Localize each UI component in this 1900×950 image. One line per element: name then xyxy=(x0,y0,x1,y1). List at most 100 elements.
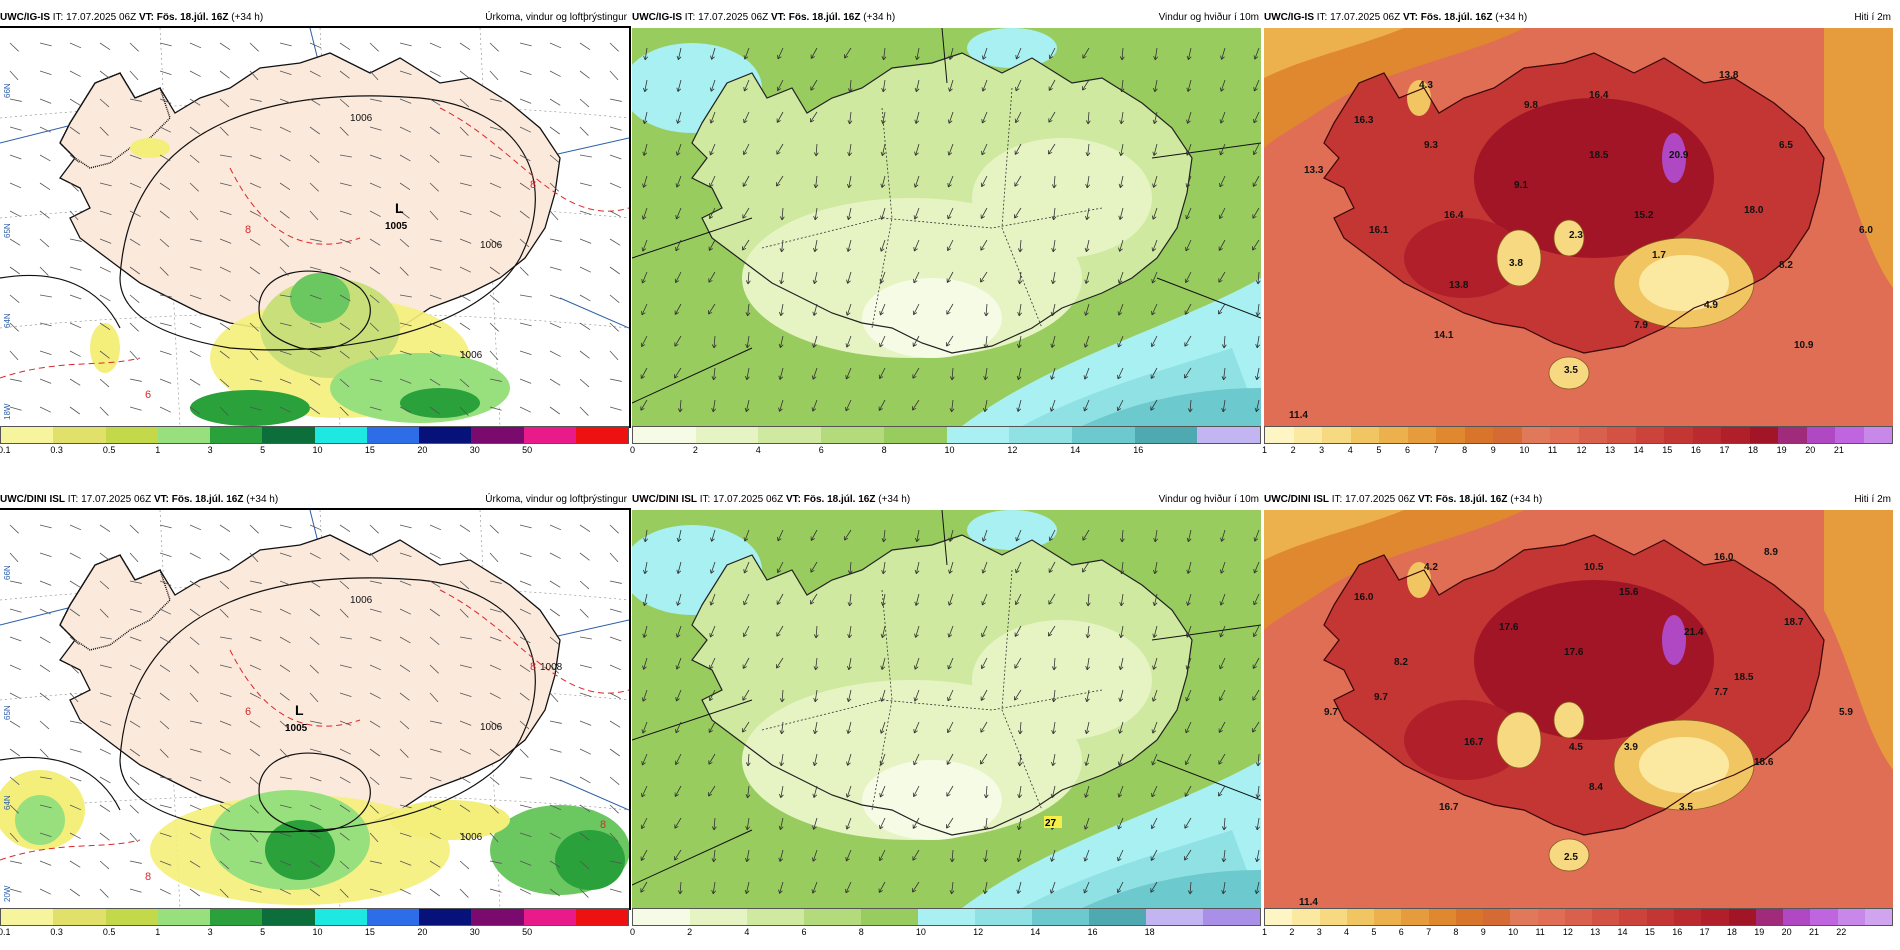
temperature-value-label: 4.5 xyxy=(1569,742,1583,753)
panel-title: Hiti í 2m xyxy=(1854,12,1891,23)
legend-swatch xyxy=(1755,909,1784,925)
legend-tick-label: 12 xyxy=(1007,445,1018,455)
legend-tick-label: 3 xyxy=(207,445,213,455)
temperature-value-label: 11.4 xyxy=(1289,410,1308,421)
temperature-value-label: 18.6 xyxy=(1754,757,1774,768)
valid-time-label: VT: xyxy=(153,494,169,505)
legend-swatch xyxy=(210,909,263,925)
legend-tick-label: 19 xyxy=(1776,445,1787,455)
temperature-value-label: 4.3 xyxy=(1419,80,1433,91)
panel-title: Úrkoma, vindur og loftþrýstingur xyxy=(485,494,627,505)
model-name: UWC/IG-IS xyxy=(1264,12,1314,23)
legend-tick-label: 13 xyxy=(1605,445,1616,455)
panel-header: UWC/IG-IS IT: 17.07.2025 06Z VT: Fös. 18… xyxy=(632,8,1261,28)
legend-tick-label: 15 xyxy=(1644,927,1655,937)
region-borders xyxy=(761,569,1103,811)
legend-tick-label: 3 xyxy=(1319,445,1325,455)
temperature-value-label: 21.4 xyxy=(1684,627,1704,638)
legend-swatch xyxy=(1379,427,1408,443)
legend-tick-label: 21 xyxy=(1808,927,1819,937)
temperature-field xyxy=(1264,28,1893,390)
low-pressure-label: L xyxy=(395,200,404,216)
issue-time-label: IT: xyxy=(699,494,711,505)
issue-time: 17.07.2025 06Z xyxy=(1330,12,1401,23)
legend-tick-label: 20 xyxy=(417,445,428,455)
legend-color-bar xyxy=(0,908,629,926)
legend-swatch xyxy=(1673,909,1702,925)
legend-swatch xyxy=(695,427,759,443)
legend-tick-labels: 1 2 3 4 5 6 7 8 9 10 11 12 13 14 15 16 17 18 19 20 21 xyxy=(1262,445,1893,457)
legend-swatch xyxy=(804,909,861,925)
legend-swatch xyxy=(1146,909,1203,925)
legend-tick-label: 4 xyxy=(755,445,761,455)
legend-tick-label: 10 xyxy=(312,927,323,937)
legend-swatch xyxy=(1374,909,1402,925)
legend-tick-label: 4 xyxy=(1344,927,1350,937)
legend-tick-label: 11 xyxy=(1535,927,1545,937)
lat-lon-label: 65N xyxy=(3,223,12,238)
legend-tick-label: 8 xyxy=(1453,927,1459,937)
legend-swatch xyxy=(157,909,210,925)
valid-time: Fös. 18.júl. 16Z xyxy=(156,12,229,23)
legend-tick-label: 0 xyxy=(630,927,636,937)
legend-swatch xyxy=(471,909,524,925)
lat-lon-label: 64N xyxy=(3,795,12,810)
isobar-label: 1006 xyxy=(350,595,373,606)
temperature-value-label: 15.2 xyxy=(1634,210,1654,221)
legend-tick-label: 12 xyxy=(973,927,984,937)
legend-swatch xyxy=(1635,427,1664,443)
temperature-value-label: 3.5 xyxy=(1679,802,1693,813)
temperature-value-label: 8.2 xyxy=(1779,260,1793,271)
legend-swatch xyxy=(366,427,419,443)
legend-tick-label: 9 xyxy=(1480,927,1486,937)
legend-tick-label: 18 xyxy=(1144,927,1155,937)
legend-swatch xyxy=(1455,909,1484,925)
temp-panel-row-1: UWC/IG-IS IT: 17.07.2025 06Z VT: Fös. 18… xyxy=(1262,8,1893,474)
legend-tick-label: 1 xyxy=(1262,445,1268,455)
temperature-value-label: 8.4 xyxy=(1589,782,1603,793)
legend-swatch xyxy=(1837,909,1865,925)
temperature-value-label: 2.3 xyxy=(1569,230,1583,241)
isobars xyxy=(0,95,536,351)
legend-swatch xyxy=(157,427,210,443)
model-name: UWC/DINI ISL xyxy=(0,494,65,505)
temperature-value-label: 5.9 xyxy=(1839,707,1853,718)
legend-swatch xyxy=(1835,427,1864,443)
temperature-label: 8 xyxy=(530,179,536,191)
legend-swatch xyxy=(1428,909,1456,925)
legend-tick-label: 50 xyxy=(522,927,533,937)
temperature-value-label: 10.9 xyxy=(1794,340,1814,351)
color-legend: 0.1 0.3 0.5 1 3 5 10 15 20 30 50 xyxy=(0,426,629,456)
issue-time: 17.07.2025 06Z xyxy=(1345,494,1416,505)
low-pressure-value: 1005 xyxy=(285,723,308,734)
lat-lon-label: 66N xyxy=(3,83,12,98)
legend-tick-label: 14 xyxy=(1030,927,1041,937)
legend-swatch xyxy=(1071,427,1135,443)
legend-swatch xyxy=(575,909,628,925)
legend-color-bar xyxy=(1264,908,1893,926)
valid-time-label: VT: xyxy=(770,12,786,23)
legend-swatch xyxy=(1564,909,1593,925)
temperature-label: 8 xyxy=(530,661,536,673)
legend-tick-label: 5 xyxy=(260,445,266,455)
legend-tick-label: 10 xyxy=(1508,927,1519,937)
wind-barbs xyxy=(9,42,622,416)
legend-swatch xyxy=(1292,909,1320,925)
temperature-value-label: 9.3 xyxy=(1424,140,1438,151)
temperature-isolines xyxy=(0,107,629,379)
isobar-label: 1006 xyxy=(460,350,483,361)
legend-tick-label: 22 xyxy=(1836,927,1847,937)
legend-swatch xyxy=(105,909,158,925)
legend-tick-label: 0 xyxy=(630,445,636,455)
legend-tick-label: 10 xyxy=(312,445,323,455)
legend-tick-label: 20 xyxy=(1781,927,1792,937)
temperature-value-label: 16.7 xyxy=(1464,737,1484,748)
legend-tick-label: 8 xyxy=(881,445,887,455)
gust-value: 27 xyxy=(1045,818,1057,829)
legend-swatch xyxy=(1619,909,1647,925)
precipitation-areas xyxy=(90,138,510,426)
lead-time: (+34 h) xyxy=(246,494,279,505)
legend-swatch xyxy=(1749,427,1778,443)
legend-tick-label: 0.3 xyxy=(50,445,63,455)
gust-marker xyxy=(1044,816,1062,828)
